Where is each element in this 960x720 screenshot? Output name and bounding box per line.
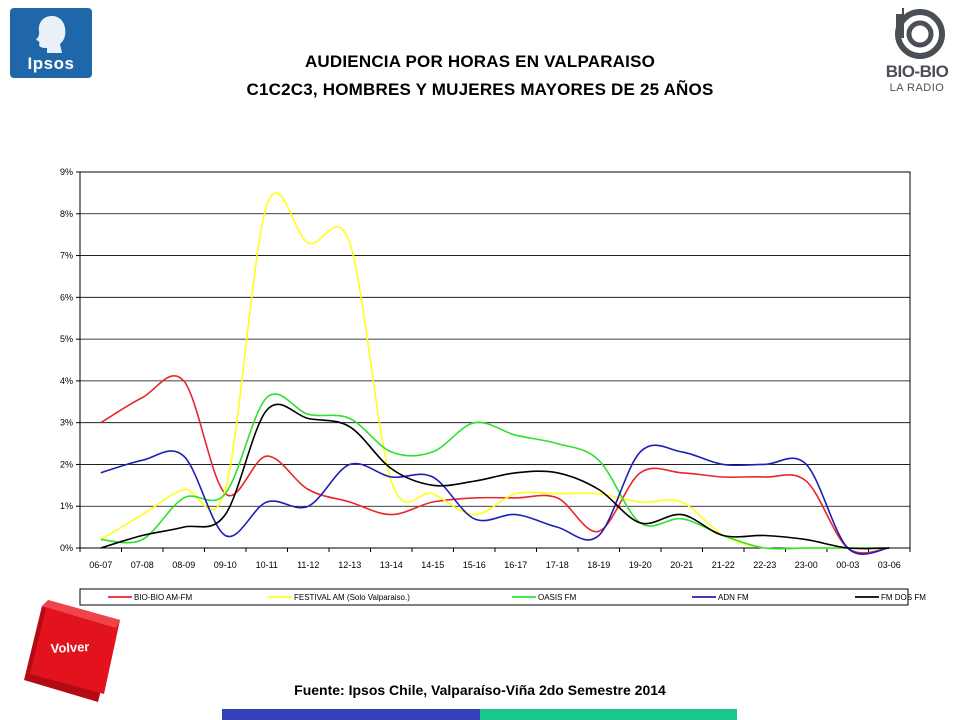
series-line-1	[100, 374, 890, 554]
chart-title-line2: C1C2C3, HOMBRES Y MUJERES MAYORES DE 25 …	[246, 80, 714, 99]
x-tick-label: 17-18	[546, 560, 569, 570]
x-tick-label: 13-14	[380, 560, 403, 570]
legend-label-2: FESTIVAL AM (Solo Valparaiso.)	[294, 593, 410, 602]
x-tick-label: 14-15	[421, 560, 444, 570]
plot-area-frame	[79, 171, 911, 549]
y-tick-label: 4%	[60, 376, 73, 386]
biobio-logo-sub: LA RADIO	[889, 82, 945, 94]
legend-frame	[79, 588, 909, 606]
y-tick-label: 0%	[60, 543, 73, 553]
series-line-5	[100, 403, 890, 550]
series-line-2	[100, 192, 890, 550]
x-tick-label: 21-22	[712, 560, 735, 570]
chart-grid	[79, 171, 911, 549]
x-tick-label: 15-16	[463, 560, 486, 570]
series-line-4	[100, 444, 890, 555]
y-axis-ticks: 0% 1% 2% 3% 4% 5% 6% 7% 8% 9%	[60, 167, 80, 553]
ipsos-face-icon	[36, 16, 66, 53]
biobio-logo-name: BIO-BIO	[885, 62, 949, 81]
legend-label-3: OASIS FM	[538, 593, 577, 602]
x-tick-label: 22-23	[753, 560, 776, 570]
x-tick-label: 11-12	[297, 560, 319, 570]
legend-label-5: FM DOS FM	[881, 593, 926, 602]
x-tick-label: 16-17	[504, 560, 527, 570]
source-note: Fuente: Ipsos Chile, Valparaíso-Viña 2do…	[294, 682, 666, 698]
chart-title-line1: AUDIENCIA POR HORAS EN VALPARAISO	[304, 52, 656, 71]
y-tick-label: 7%	[60, 251, 73, 261]
x-tick-label: 07-08	[131, 560, 154, 570]
x-tick-label: 20-21	[670, 560, 693, 570]
x-tick-label: 08-09	[172, 560, 195, 570]
x-tick-label: 03-06	[878, 560, 901, 570]
ipsos-logo: Ipsos	[10, 8, 92, 78]
x-axis-ticks: 06-07 07-08 08-09 09-10 10-11 11-12 12-13 13-14…	[79, 548, 911, 570]
ipsos-logo-text: Ipsos	[27, 54, 75, 73]
y-tick-label: 1%	[60, 501, 73, 511]
footer-bar-blue	[222, 709, 480, 720]
x-tick-label: 12-13	[338, 560, 361, 570]
x-tick-label: 23-00	[795, 560, 818, 570]
volver-button[interactable]: Volver	[20, 598, 120, 702]
y-tick-label: 3%	[60, 418, 73, 428]
chart-legend: BIO-BIO AM-FM FESTIVAL AM (Solo Valparais…	[79, 588, 926, 606]
y-tick-label: 2%	[60, 459, 73, 469]
legend-label-1: BIO-BIO AM-FM	[134, 593, 193, 602]
x-tick-label: 09-10	[214, 560, 237, 570]
y-tick-label: 6%	[60, 292, 73, 302]
biobio-logo: BIO-BIO LA RADIO	[880, 6, 954, 102]
y-tick-label: 9%	[60, 167, 73, 177]
x-tick-label: 06-07	[89, 560, 112, 570]
legend-label-4: ADN FM	[718, 593, 749, 602]
y-tick-label: 8%	[60, 209, 73, 219]
x-tick-label: 00-03	[836, 560, 859, 570]
chart-series-lines	[100, 192, 890, 555]
y-tick-label: 5%	[60, 334, 73, 344]
x-tick-label: 18-19	[587, 560, 610, 570]
series-line-3	[100, 393, 890, 550]
volver-arrow-icon	[24, 600, 120, 702]
footer-bar-teal	[480, 709, 737, 720]
biobio-radio-icon	[890, 8, 945, 59]
x-tick-label: 10-11	[256, 560, 278, 570]
x-tick-label: 19-20	[629, 560, 652, 570]
